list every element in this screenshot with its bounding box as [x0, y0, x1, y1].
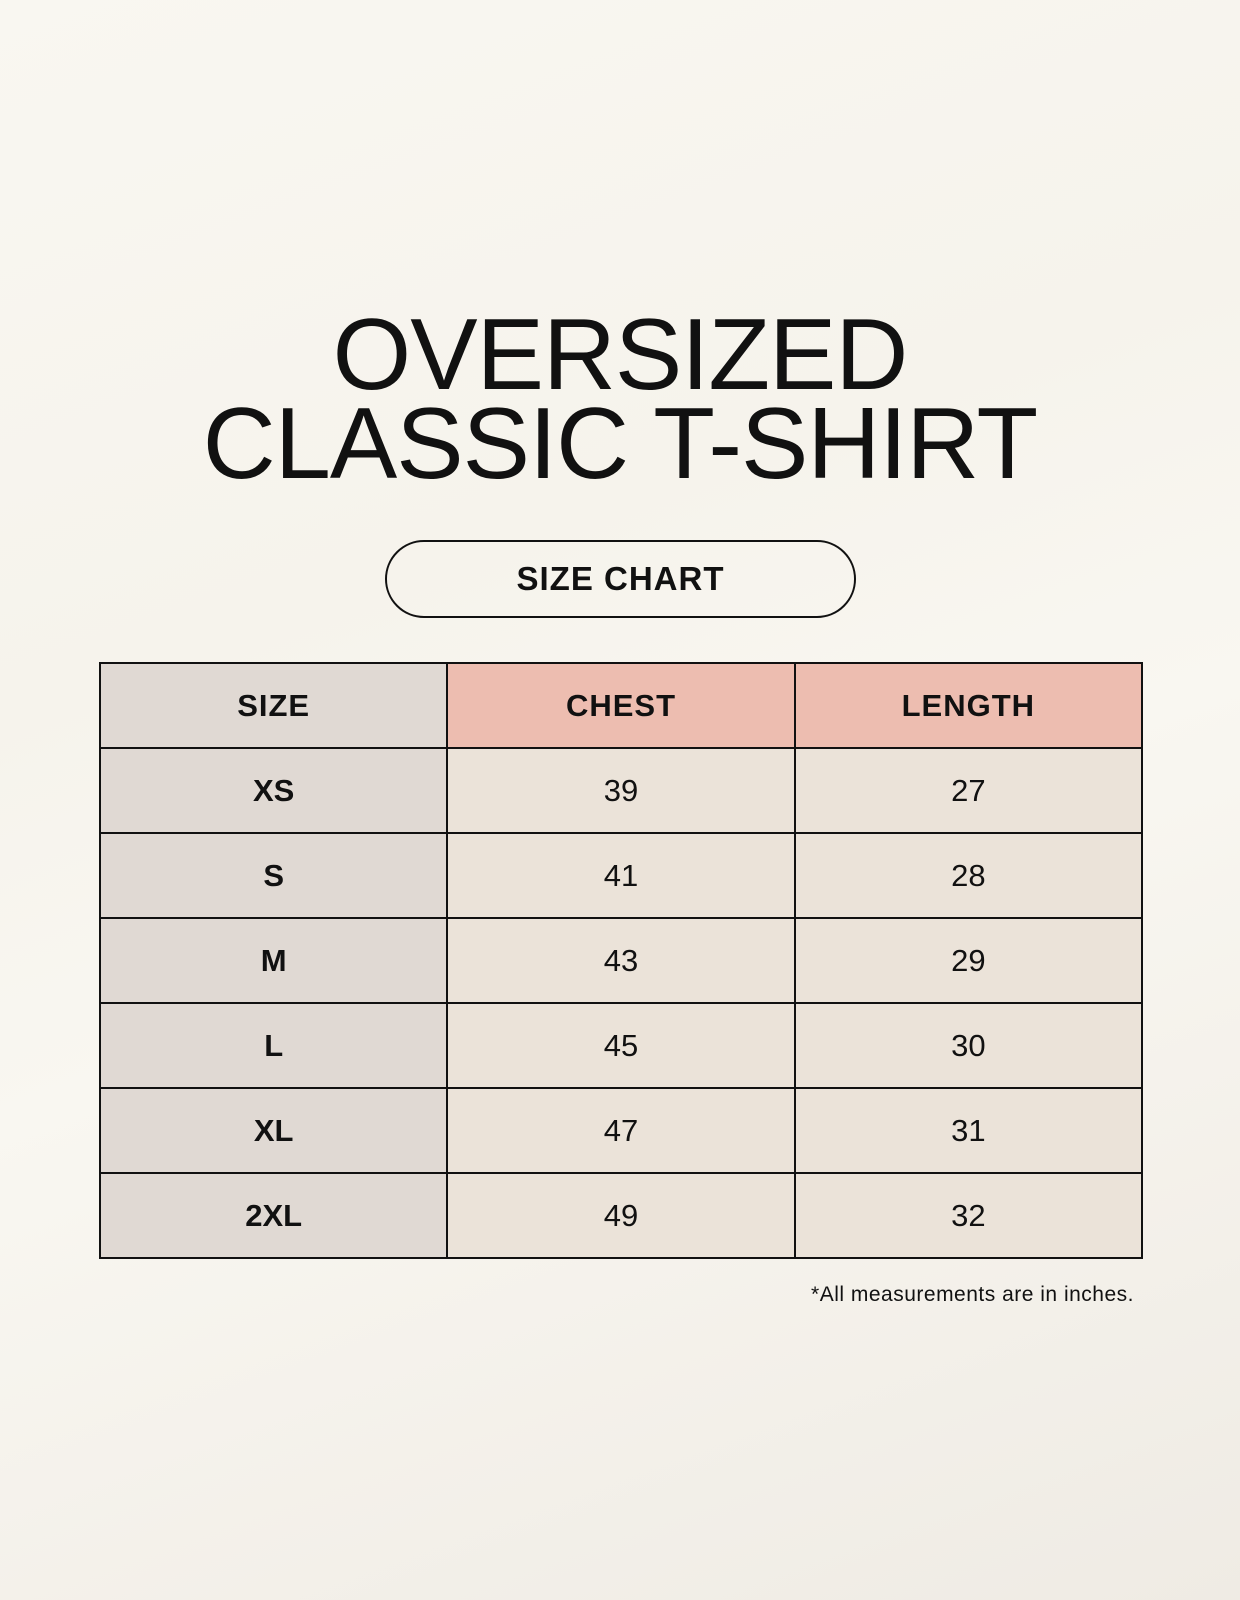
footnote: *All measurements are in inches.	[811, 1283, 1134, 1306]
table-row: M 43 29	[98, 917, 1144, 1004]
cell-length: 27	[793, 747, 1144, 834]
size-table: SIZE CHEST LENGTH XS 39 27 S 41 28 M 43 29 L 45 30 X…	[98, 662, 1144, 1259]
cell-length: 30	[793, 1002, 1144, 1089]
table-row: 2XL 49 32	[98, 1172, 1144, 1259]
cell-size: M	[98, 917, 449, 1004]
cell-chest: 45	[446, 1002, 796, 1089]
size-chart-badge: SIZE CHART	[385, 540, 856, 618]
table-row: S 41 28	[98, 832, 1144, 919]
cell-chest: 39	[446, 747, 796, 834]
cell-chest: 41	[446, 832, 796, 919]
cell-size: XS	[98, 747, 449, 834]
cell-size: S	[98, 832, 449, 919]
cell-length: 32	[793, 1172, 1144, 1259]
title-line-1: OVERSIZED	[332, 299, 909, 411]
table-row: L 45 30	[98, 1002, 1144, 1089]
cell-length: 29	[793, 917, 1144, 1004]
cell-size: L	[98, 1002, 449, 1089]
cell-size: XL	[98, 1087, 449, 1174]
header-length: LENGTH	[793, 662, 1144, 749]
cell-length: 28	[793, 832, 1144, 919]
header-chest: CHEST	[446, 662, 796, 749]
cell-chest: 47	[446, 1087, 796, 1174]
cell-length: 31	[793, 1087, 1144, 1174]
table-row: XL 47 31	[98, 1087, 1144, 1174]
cell-chest: 49	[446, 1172, 796, 1259]
table-row: XS 39 27	[98, 747, 1144, 834]
cell-size: 2XL	[98, 1172, 449, 1259]
table-header-row: SIZE CHEST LENGTH	[98, 662, 1144, 749]
title-line-2: CLASSIC T-SHIRT	[202, 388, 1038, 500]
cell-chest: 43	[446, 917, 796, 1004]
header-size: SIZE	[98, 662, 449, 749]
